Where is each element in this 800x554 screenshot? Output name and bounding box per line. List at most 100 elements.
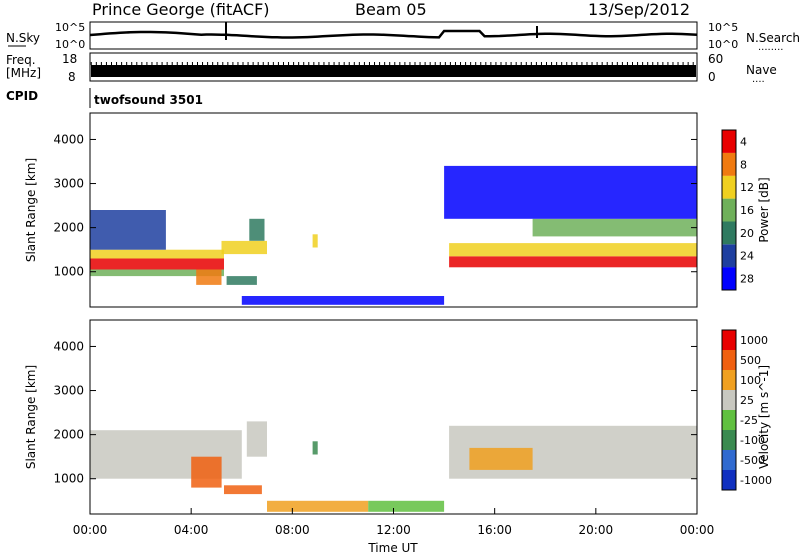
data-band: [90, 210, 166, 250]
data-band: [196, 269, 222, 285]
x-tick-label: 00:00: [680, 523, 715, 537]
nsky-tick-bottom: 10^0: [55, 38, 85, 51]
colorbar-tick-label: 1000: [740, 334, 768, 347]
colorbar-segment: [722, 244, 736, 268]
colorbar-segment: [722, 330, 736, 350]
data-band: [224, 485, 262, 495]
nsearch-tick-bottom: 10^0: [708, 38, 738, 51]
data-band: [368, 500, 445, 512]
colorbar-tick-label: -1000: [740, 474, 772, 487]
data-band: [90, 269, 224, 277]
velocity-y-axis: 1000 2000 3000 4000: [53, 339, 697, 486]
nsky-panel: N.Sky 10^5 10^0 10^5 10^0 N.Search .....…: [6, 21, 800, 53]
colorbar-segment: [722, 350, 736, 370]
x-tick-label: 12:00: [376, 523, 411, 537]
colorbar-tick-label: 25: [740, 394, 754, 407]
nave-dots: ....: [752, 74, 765, 85]
data-band: [449, 243, 697, 257]
x-tick-label: 04:00: [174, 523, 209, 537]
data-band: [249, 218, 265, 241]
freq-tick-top: 18: [62, 52, 77, 66]
nave-tick-bottom: 0: [708, 70, 716, 84]
x-tick-label: 08:00: [275, 523, 310, 537]
power-ylabel: Slant Range [km]: [24, 158, 38, 262]
y-tick-label: 1000: [53, 472, 84, 486]
cpid-label: CPID: [6, 89, 38, 103]
time-xlabel: Time UT: [367, 541, 418, 554]
data-band: [90, 258, 224, 270]
colorbar-segment: [722, 390, 736, 410]
velocity-heatmap: [90, 421, 697, 512]
data-band: [226, 276, 257, 285]
nave-ticks: [90, 62, 694, 65]
data-band: [241, 296, 445, 305]
station-title: Prince George (fitACF): [92, 0, 270, 19]
colorbar-segment: [722, 430, 736, 450]
nave-label: Nave: [746, 63, 777, 77]
colorbar-tick-label: 20: [740, 227, 754, 240]
data-band: [469, 447, 533, 470]
colorbar-segment: [722, 470, 736, 490]
data-band: [444, 165, 697, 219]
colorbar-tick-label: 500: [740, 354, 761, 367]
y-tick-label: 4000: [53, 132, 84, 146]
nsky-label: N.Sky: [6, 31, 40, 45]
data-band: [246, 421, 267, 457]
colorbar-tick-label: -500: [740, 454, 765, 467]
velocity-colorbar-label: Velocity [m s^-1]: [757, 365, 771, 469]
colorbar-segment: [722, 267, 736, 290]
date-title: 13/Sep/2012: [588, 0, 690, 19]
beam-title: Beam 05: [355, 0, 427, 19]
colorbar-tick-label: -100: [740, 434, 765, 447]
nsearch-tick-top: 10^5: [708, 21, 738, 34]
y-tick-label: 2000: [53, 221, 84, 235]
data-band: [90, 249, 224, 259]
data-band: [532, 218, 697, 237]
y-tick-label: 3000: [53, 177, 84, 191]
nave-band: [91, 65, 696, 77]
y-tick-label: 2000: [53, 428, 84, 442]
colorbar-segment: [722, 221, 736, 245]
x-tick-label: 20:00: [579, 523, 614, 537]
colorbar-tick-label: 24: [740, 250, 754, 263]
velocity-panel: 1000 2000 3000 4000 Slant Range [km] 1000 50…: [24, 319, 772, 554]
y-tick-label: 1000: [53, 265, 84, 279]
velocity-colorbar: 1000 500 100 25 -25 -100 -500 -1000: [721, 329, 772, 491]
data-band: [312, 234, 318, 248]
nsearch-label: N.Search: [746, 31, 800, 45]
data-band: [312, 441, 318, 455]
power-y-axis: 1000 2000 3000 4000: [53, 132, 697, 279]
colorbar-segment: [722, 410, 736, 430]
y-tick-label: 3000: [53, 384, 84, 398]
cpid-value: twofsound 3501: [94, 93, 203, 107]
colorbar-tick-label: 12: [740, 181, 754, 194]
data-band: [449, 256, 697, 268]
power-panel: 1000 2000 3000 4000 Slant Range [km] 4 8 12 16…: [24, 112, 771, 308]
nave-tick-top: 60: [708, 52, 723, 66]
x-tick-label: 00:00: [73, 523, 108, 537]
colorbar-tick-label: -25: [740, 414, 758, 427]
colorbar-tick-label: 4: [740, 135, 747, 148]
x-tick-label: 16:00: [477, 523, 512, 537]
colorbar-segment: [722, 175, 736, 199]
colorbar-segment: [722, 152, 736, 176]
colorbar-segment: [722, 370, 736, 390]
colorbar-segment: [722, 450, 736, 470]
freq-panel: Freq. [MHz] 18 8 60 0 Nave ....: [6, 52, 777, 85]
data-band: [221, 240, 267, 255]
power-colorbar-label: Power [dB]: [757, 177, 771, 242]
data-band: [191, 456, 222, 488]
power-heatmap: [90, 165, 697, 305]
y-tick-label: 4000: [53, 339, 84, 353]
nsearch-dots: ........: [758, 42, 783, 53]
time-x-axis: 00:00 04:00 08:00 12:00 16:00 20:00 00:00: [73, 508, 715, 537]
power-colorbar: 4 8 12 16 20 24 28: [721, 129, 754, 291]
data-band: [267, 500, 369, 512]
colorbar-tick-label: 16: [740, 204, 754, 217]
nsky-tick-top: 10^5: [55, 21, 85, 34]
colorbar-tick-label: 28: [740, 273, 754, 286]
colorbar-segment: [722, 130, 736, 153]
nsky-trace: [89, 29, 698, 39]
freq-label-1: Freq.: [6, 53, 36, 67]
